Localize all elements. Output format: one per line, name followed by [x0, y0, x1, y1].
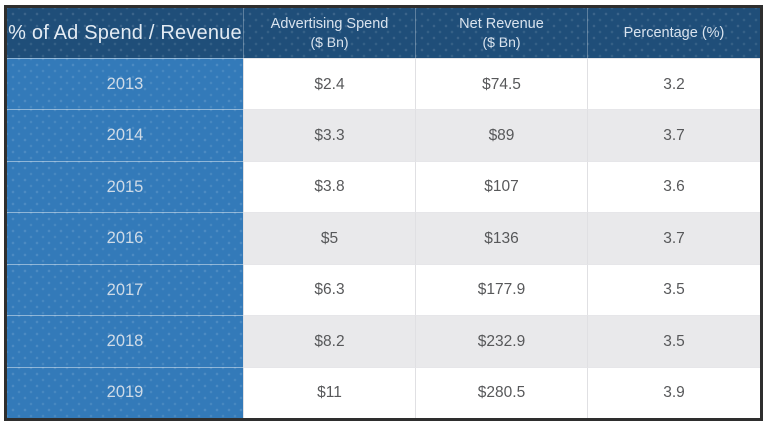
- ad-spend-cell: $6.3: [243, 263, 415, 316]
- ad-spend-cell: $11: [243, 366, 415, 418]
- ad-spend-cell: $5: [243, 212, 415, 264]
- year-cell: 2014: [7, 109, 243, 161]
- net-revenue-cell: $89: [415, 109, 587, 161]
- year-cell: 2016: [7, 212, 243, 264]
- column-header-sublabel: ($ Bn): [310, 33, 349, 50]
- year-cell: 2017: [7, 263, 243, 316]
- column-header-label: Advertising Spend: [270, 15, 389, 32]
- ad-spend-cell: $2.4: [243, 58, 415, 110]
- column-header-label: Net Revenue: [459, 15, 544, 32]
- column-header-label: Percentage (%): [623, 24, 725, 41]
- percentage-cell: 3.7: [587, 212, 760, 264]
- percentage-cell: 3.9: [587, 366, 760, 418]
- net-revenue-cell: $74.5: [415, 58, 587, 110]
- column-header-sublabel: ($ Bn): [482, 33, 521, 50]
- ad-spend-revenue-table: % of Ad Spend / Revenue Advertising Spen…: [4, 5, 763, 421]
- year-cell: 2018: [7, 315, 243, 367]
- column-header-0: Advertising Spend ($ Bn): [243, 8, 415, 58]
- net-revenue-cell: $177.9: [415, 263, 587, 316]
- percentage-cell: 3.5: [587, 263, 760, 316]
- ad-spend-cell: $3.3: [243, 109, 415, 161]
- table-grid: % of Ad Spend / Revenue Advertising Spen…: [7, 8, 760, 418]
- percentage-cell: 3.5: [587, 315, 760, 367]
- percentage-cell: 3.7: [587, 109, 760, 161]
- column-header-1: Net Revenue ($ Bn): [415, 8, 587, 58]
- net-revenue-cell: $280.5: [415, 366, 587, 418]
- net-revenue-cell: $136: [415, 212, 587, 264]
- net-revenue-cell: $232.9: [415, 315, 587, 367]
- net-revenue-cell: $107: [415, 160, 587, 213]
- year-cell: 2015: [7, 160, 243, 213]
- table-title-cell: % of Ad Spend / Revenue: [7, 8, 243, 58]
- ad-spend-cell: $8.2: [243, 315, 415, 367]
- ad-spend-cell: $3.8: [243, 160, 415, 213]
- year-cell: 2019: [7, 366, 243, 418]
- percentage-cell: 3.6: [587, 160, 760, 213]
- percentage-cell: 3.2: [587, 58, 760, 110]
- column-header-2: Percentage (%): [587, 8, 760, 58]
- year-cell: 2013: [7, 58, 243, 110]
